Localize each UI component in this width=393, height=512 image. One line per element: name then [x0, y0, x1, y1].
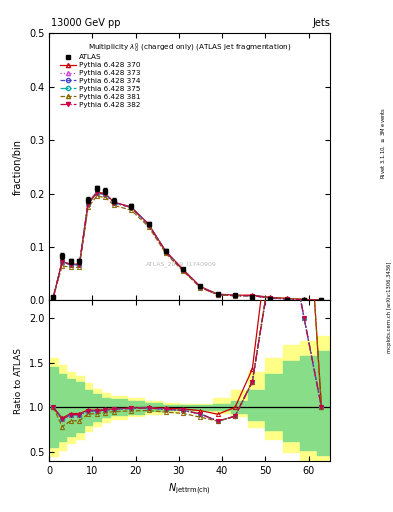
X-axis label: $N_\mathrm{jettrm(ch)}$: $N_\mathrm{jettrm(ch)}$: [168, 481, 211, 497]
Text: Rivet 3.1.10, $\geq$ 3M events: Rivet 3.1.10, $\geq$ 3M events: [379, 107, 387, 180]
Legend: ATLAS, Pythia 6.428 370, Pythia 6.428 373, Pythia 6.428 374, Pythia 6.428 375, P: ATLAS, Pythia 6.428 370, Pythia 6.428 37…: [58, 53, 141, 109]
Text: Jets: Jets: [312, 18, 330, 28]
Text: Multiplicity $\lambda_0^0$ (charged only) (ATLAS jet fragmentation): Multiplicity $\lambda_0^0$ (charged only…: [88, 41, 291, 55]
Text: mcplots.cern.ch [arXiv:1306.3436]: mcplots.cern.ch [arXiv:1306.3436]: [387, 262, 391, 353]
Text: ATLAS_2019_I1740909: ATLAS_2019_I1740909: [146, 262, 217, 267]
Y-axis label: Ratio to ATLAS: Ratio to ATLAS: [14, 348, 23, 414]
Text: 13000 GeV pp: 13000 GeV pp: [51, 18, 121, 28]
Y-axis label: fraction/bin: fraction/bin: [13, 139, 23, 195]
